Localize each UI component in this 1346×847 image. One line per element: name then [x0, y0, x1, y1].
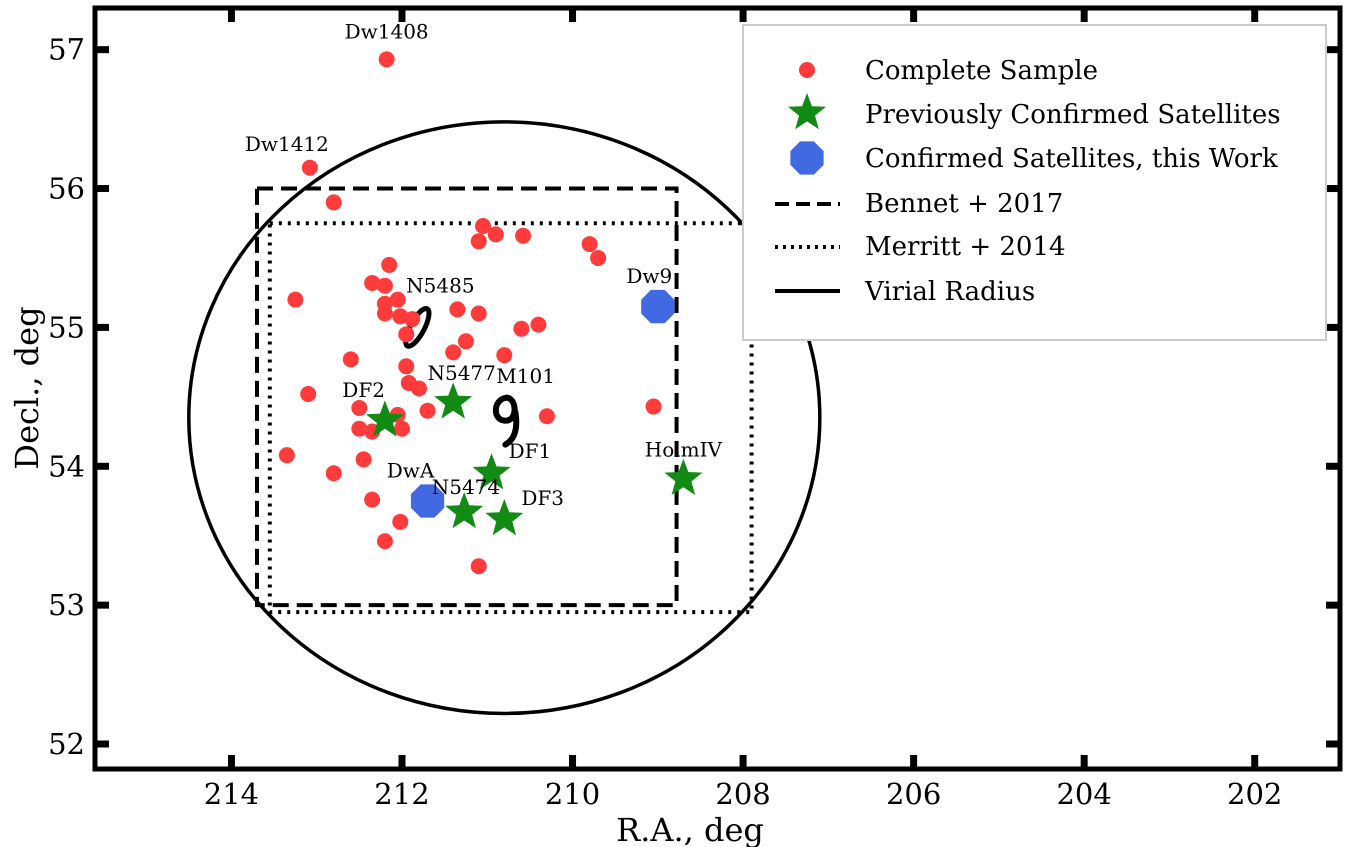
complete-sample-point	[513, 320, 530, 337]
object-label: M101	[496, 364, 555, 388]
complete-sample-point	[398, 358, 415, 375]
legend-complete-marker	[799, 62, 815, 78]
legend-complete-label: Complete Sample	[865, 56, 1098, 86]
complete-sample-point	[496, 347, 513, 364]
legend-merritt-label: Merritt + 2014	[865, 232, 1066, 262]
previous-satellite-star	[445, 492, 484, 529]
complete-sample-point	[457, 333, 474, 350]
plot-frame	[92, 5, 1343, 772]
complete-sample-point	[530, 316, 547, 333]
complete-sample-point	[590, 249, 607, 266]
x-tick-label: 210	[545, 777, 600, 811]
complete-sample-point	[393, 420, 410, 437]
complete-sample-point	[411, 380, 428, 397]
complete-sample-point	[470, 233, 487, 250]
y-tick-label: 54	[48, 449, 85, 483]
x-tick-label: 202	[1227, 777, 1282, 811]
previous-satellite-star	[485, 499, 524, 536]
survey-footprints	[187, 120, 822, 716]
object-label: Dw9	[626, 264, 672, 288]
complete-sample-point	[364, 274, 381, 291]
x-tick-label: 212	[374, 777, 429, 811]
merritt-2014-box	[267, 221, 754, 615]
complete-sample-point	[378, 51, 395, 68]
complete-sample-point	[581, 236, 598, 253]
complete-sample-point	[376, 277, 393, 294]
y-tick-label: 53	[48, 588, 85, 622]
y-tick-label: 57	[48, 33, 85, 67]
complete-sample-point	[351, 420, 368, 437]
legend-thiswork-label: Confirmed Satellites, this Work	[865, 144, 1278, 174]
legend-previous-marker	[788, 93, 826, 130]
complete-sample-point	[342, 351, 359, 368]
legend-bennet-label: Bennet + 2017	[865, 189, 1063, 219]
object-label: N5477	[427, 361, 495, 385]
complete-sample-point	[364, 491, 381, 508]
object-label: N5474	[432, 475, 500, 499]
x-tick-label: 208	[715, 777, 770, 811]
bennet-2017-box	[255, 186, 679, 608]
virial-radius-ellipse	[187, 120, 822, 716]
x-axis-label: R.A., deg	[616, 811, 764, 847]
object-labels: Dw1408 Dw1412 N5485 M101 DF2 N5477 DF1 N5474 DF3…	[245, 20, 723, 511]
complete-sample-point	[445, 344, 462, 361]
complete-sample-point	[470, 305, 487, 322]
y-axis-label: Decl., deg	[8, 306, 46, 469]
complete-sample-point	[355, 451, 372, 468]
complete-sample-point	[376, 305, 393, 322]
complete-sample-point	[389, 291, 406, 308]
x-tick-label: 214	[204, 777, 259, 811]
complete-sample-point	[538, 408, 555, 425]
complete-sample-point	[474, 218, 491, 235]
complete-sample-point	[470, 558, 487, 575]
complete-sample-point	[419, 402, 436, 419]
legend-thiswork-marker	[790, 141, 824, 175]
data-points	[278, 51, 703, 575]
complete-sample-point	[278, 447, 295, 464]
complete-sample-point	[404, 311, 421, 328]
complete-sample-point	[392, 513, 409, 530]
axis-ticks: 214 212 210 208 206 204 202 52 53 54 55 56 57	[48, 8, 1340, 811]
previous-satellite-star	[664, 458, 703, 495]
object-label: Dw1412	[245, 132, 329, 156]
object-label: Dw1408	[345, 20, 429, 44]
complete-sample-point	[325, 194, 342, 211]
complete-sample-point	[398, 326, 415, 343]
complete-sample-point	[301, 159, 318, 176]
object-label: DF1	[509, 439, 552, 463]
complete-sample-point	[392, 308, 409, 325]
complete-sample-point	[449, 301, 466, 318]
legend-virial-label: Virial Radius	[864, 277, 1035, 307]
previous-satellite-star	[434, 382, 473, 419]
complete-sample-point	[325, 465, 342, 482]
complete-sample-point	[351, 399, 368, 416]
legend: Complete Sample Previously Confirmed Sat…	[742, 24, 1327, 341]
object-label: DF3	[521, 486, 564, 510]
thiswork-satellite-marker	[410, 484, 445, 518]
complete-sample-point	[515, 227, 532, 244]
complete-sample-point	[376, 533, 393, 550]
x-tick-label: 204	[1056, 777, 1111, 811]
thiswork-satellite-marker	[641, 289, 675, 324]
previous-satellite-star	[472, 453, 511, 490]
complete-sample-point	[287, 291, 304, 308]
legend-previous-label: Previously Confirmed Satellites	[865, 100, 1281, 130]
previous-satellite-star	[365, 400, 404, 437]
object-label: N5485	[406, 274, 474, 298]
complete-sample-point	[381, 256, 398, 273]
m101-outline	[492, 394, 520, 448]
y-tick-label: 52	[48, 727, 85, 761]
object-label: DF2	[342, 378, 385, 402]
legend-box	[742, 24, 1327, 341]
object-label: DwA	[387, 458, 435, 482]
object-label: HolmIV	[645, 438, 723, 462]
complete-sample-point	[487, 226, 504, 243]
y-tick-label: 55	[48, 310, 85, 344]
x-tick-label: 206	[886, 777, 941, 811]
y-tick-label: 56	[48, 172, 85, 206]
complete-sample-point	[645, 398, 662, 415]
complete-sample-point	[300, 386, 317, 403]
